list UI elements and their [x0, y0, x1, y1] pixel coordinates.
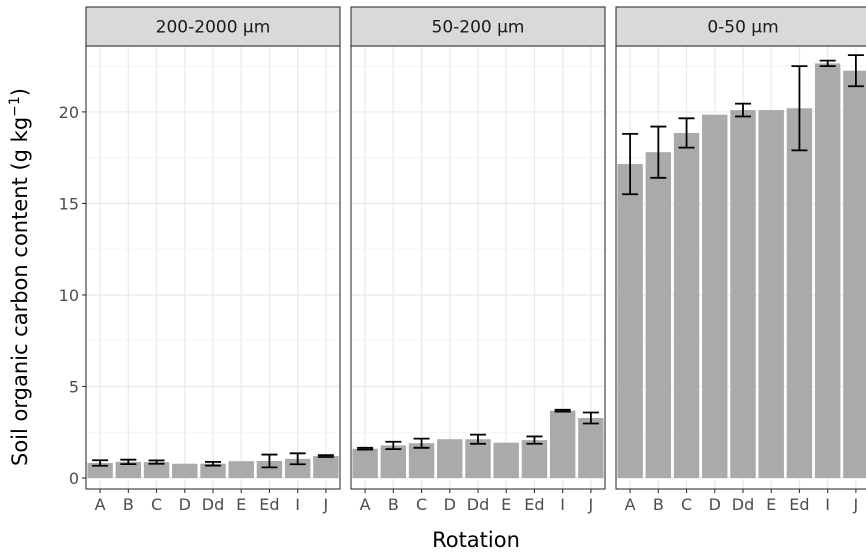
y-tick-label: 20 — [59, 103, 79, 122]
bar-d — [172, 463, 198, 479]
error-bar — [678, 117, 695, 149]
x-tick-label: I — [825, 495, 830, 514]
bar-dd — [200, 463, 226, 479]
bar-b — [645, 152, 672, 479]
x-tick-label: Dd — [732, 495, 754, 514]
bar-j — [843, 70, 866, 479]
error-bar — [622, 132, 639, 196]
x-tick-label: D — [179, 495, 191, 514]
x-tick-label: A — [95, 495, 106, 514]
bar-b — [380, 445, 407, 479]
error-bar — [148, 459, 165, 465]
x-tick-label: C — [151, 495, 162, 514]
facet-strip — [615, 6, 866, 47]
bar-e — [758, 110, 784, 479]
bar-dd — [730, 110, 756, 479]
x-tick-label: E — [236, 495, 246, 514]
error-bar — [791, 65, 808, 152]
error-bar — [205, 461, 221, 467]
bar-dd — [465, 439, 491, 479]
panel-1: A B C D Dd E Ed I J 200-2000 μm — [85, 6, 341, 514]
bar-a — [87, 463, 113, 479]
x-tick-label: C — [416, 495, 427, 514]
error-bar — [526, 435, 543, 445]
y-axis-title: Soil organic carbon content (g kg−1) — [7, 88, 32, 466]
x-tick-label: J — [323, 495, 329, 514]
error-bar — [357, 446, 374, 451]
panel-3: A B C D Dd E Ed I J 0-50 μm — [615, 6, 866, 514]
error-bar — [385, 440, 402, 450]
x-tick-label: B — [388, 495, 399, 514]
error-bar — [413, 437, 430, 449]
error-bar — [470, 433, 486, 445]
error-bar — [650, 125, 667, 179]
x-axis-title: Rotation — [432, 528, 520, 552]
y-tick-label: 5 — [69, 377, 79, 396]
error-bar — [847, 54, 864, 88]
facet-strip-label: 0-50 μm — [707, 18, 778, 38]
error-bar — [120, 458, 137, 466]
panel-2: A B C D Dd E Ed I J 50-200 μm — [350, 6, 606, 514]
facet-strip — [85, 6, 341, 47]
x-tick-label: D — [444, 495, 456, 514]
error-bar — [261, 453, 278, 469]
x-tick-label: I — [295, 495, 300, 514]
bar-c — [673, 132, 700, 479]
y-tick-label: 15 — [59, 194, 79, 213]
bar-a — [352, 448, 378, 479]
x-tick-label: D — [709, 495, 721, 514]
bar-ed — [256, 460, 283, 479]
error-bar — [554, 408, 571, 413]
x-tick-label: Dd — [202, 495, 224, 514]
x-tick-label: Ed — [524, 495, 544, 514]
y-tick-label: 10 — [59, 286, 79, 305]
error-bar — [317, 454, 334, 458]
bar-b — [115, 461, 142, 479]
x-tick-label: E — [766, 495, 776, 514]
x-tick-label: B — [653, 495, 664, 514]
x-tick-label: E — [501, 495, 511, 514]
error-bar — [92, 459, 109, 467]
x-tick-label: I — [560, 495, 565, 514]
x-tick-label: Ed — [789, 495, 809, 514]
facet-strip-label: 50-200 μm — [432, 18, 525, 38]
bar-j — [313, 456, 339, 479]
error-bar — [735, 102, 751, 118]
x-tick-label: A — [360, 495, 371, 514]
bar-ed — [786, 108, 813, 479]
bar-i — [549, 410, 576, 479]
facet-strip-label: 200-2000 μm — [156, 18, 271, 38]
bar-e — [228, 461, 254, 479]
bar-i — [814, 63, 841, 479]
bar-d — [437, 439, 463, 479]
x-tick-label: Ed — [259, 495, 279, 514]
x-tick-label: J — [588, 495, 594, 514]
x-tick-label: J — [853, 495, 859, 514]
bar-c — [408, 443, 435, 479]
error-bar — [582, 411, 599, 425]
x-tick-label: B — [123, 495, 134, 514]
bar-ed — [521, 440, 548, 479]
facet-strip — [350, 6, 606, 47]
error-bar — [289, 452, 306, 466]
bar-a — [617, 164, 643, 479]
bar-e — [493, 442, 519, 479]
bar-d — [702, 114, 728, 479]
y-axis: 0 5 10 15 20 — [59, 103, 86, 488]
error-bar — [819, 59, 836, 68]
bar-c — [143, 462, 170, 479]
x-tick-label: Dd — [467, 495, 489, 514]
x-tick-label: A — [625, 495, 636, 514]
bar-j — [578, 417, 604, 479]
y-tick-label: 0 — [69, 469, 79, 488]
x-tick-label: C — [681, 495, 692, 514]
